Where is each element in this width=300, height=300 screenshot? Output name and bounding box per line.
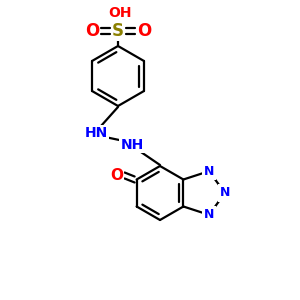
Text: O: O [137, 22, 151, 40]
Text: HN: HN [84, 126, 108, 140]
Text: OH: OH [108, 6, 132, 20]
Text: O: O [110, 168, 123, 183]
Text: NH: NH [120, 138, 144, 152]
Text: N: N [204, 208, 214, 221]
Text: N: N [204, 165, 214, 178]
Text: N: N [220, 187, 230, 200]
Text: S: S [112, 22, 124, 40]
Text: O: O [85, 22, 99, 40]
